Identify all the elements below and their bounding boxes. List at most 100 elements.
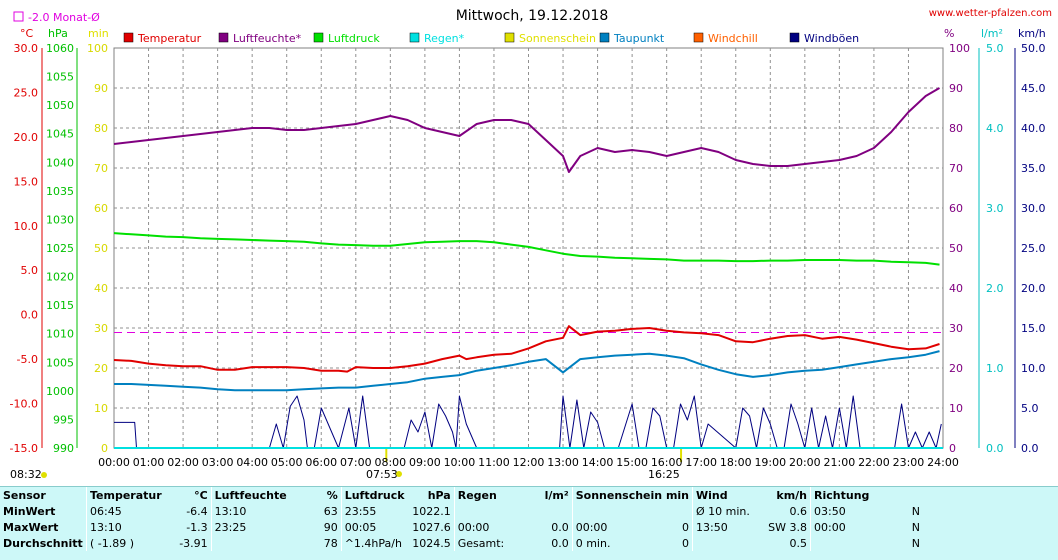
rain-tick-label: 1.0 [986, 362, 1004, 375]
rain-tick-label: 5.0 [986, 42, 1004, 55]
pressure-tick-label: 1060 [46, 42, 74, 55]
humidity-tick-label: 0 [949, 442, 956, 455]
pressure-tick-label: 1020 [46, 271, 74, 284]
pressure-tick-label: 995 [53, 413, 74, 426]
wind-tick-label: 50.0 [1021, 42, 1046, 55]
x-tick-label: 24:00 [927, 456, 959, 469]
stats-header-wind: Wind [692, 487, 760, 503]
temp-tick-label: 0.0 [21, 309, 39, 322]
stats-cell: 0 min. [571, 535, 663, 551]
stats-cell: ^1.4hPa/h [340, 535, 408, 551]
humidity-tick-label: 60 [949, 202, 963, 215]
humidity-tick-label: 80 [949, 122, 963, 135]
stats-cell: ( -1.89 ) [85, 535, 165, 551]
wind-tick-label: 5.0 [1021, 402, 1039, 415]
stats-cell: SW 3.8 [768, 520, 808, 534]
chart-title: Mittwoch, 19.12.2018 [456, 8, 609, 24]
stats-cell: 00:05 [340, 519, 408, 535]
sunrise-label: 07:53 [366, 468, 398, 481]
humidity-tick-label: 50 [949, 242, 963, 255]
legend-swatch-icon [504, 32, 515, 43]
wind-tick-label: 25.0 [1021, 242, 1046, 255]
month-avg-marker-icon [13, 11, 24, 22]
x-tick-label: 07:00 [340, 456, 372, 469]
pressure-tick-label: 1035 [46, 185, 74, 198]
sun-tick-label: 60 [94, 202, 108, 215]
stats-cell: 13:10 [85, 519, 165, 535]
stats-cell: Gesamt: [453, 535, 521, 551]
sun-unit: min [88, 27, 109, 40]
stats-cell: N [911, 504, 921, 518]
humidity-tick-label: 40 [949, 282, 963, 295]
stats-cell: 00:00 [571, 519, 663, 535]
stats-header-temp: Temperatur [85, 487, 165, 503]
legend-label: Regen* [424, 32, 465, 45]
stats-cell: 1027.6 [412, 520, 451, 534]
wind-tick-label: 35.0 [1021, 162, 1046, 175]
stats-cell: 06:45 [85, 503, 165, 519]
humidity-tick-label: 30 [949, 322, 963, 335]
x-tick-label: 18:00 [720, 456, 752, 469]
rain-tick-label: 4.0 [986, 122, 1004, 135]
statistics-panel: Sensor Temperatur °C Luftfeuchte % Luftd… [0, 486, 1058, 560]
legend-swatch-icon [123, 32, 134, 43]
temp-tick-label: 10.0 [14, 220, 39, 233]
pressure-tick-label: 1025 [46, 242, 74, 255]
legend-label: Taupunkt [613, 32, 665, 45]
legend-label: Luftfeuchte* [233, 32, 302, 45]
temp-tick-label: -5.0 [17, 353, 38, 366]
stats-header-spacer [877, 487, 923, 503]
humidity-tick-label: 10 [949, 402, 963, 415]
stats-cell: -1.3 [186, 520, 208, 534]
rain-tick-label: 2.0 [986, 282, 1004, 295]
x-tick-label: 06:00 [305, 456, 337, 469]
pressure-tick-label: 1030 [46, 213, 74, 226]
sunset-label: 16:25 [648, 468, 680, 481]
wind-tick-label: 15.0 [1021, 322, 1046, 335]
stats-cell: 13:50 [692, 519, 760, 535]
sun-tick-label: 100 [87, 42, 108, 55]
stats-header-row: Sensor Temperatur °C Luftfeuchte % Luftd… [0, 487, 923, 503]
month-avg-label: -2.0 Monat-Ø [28, 11, 100, 24]
stats-header-humidity: Luftfeuchte [210, 487, 290, 503]
sun-tick-label: 90 [94, 82, 108, 95]
pressure-tick-label: 1005 [46, 356, 74, 369]
series-line-luftdruck [113, 232, 940, 266]
temp-tick-label: -15.0 [10, 442, 38, 455]
x-tick-label: 22:00 [858, 456, 890, 469]
x-tick-label: 01:00 [133, 456, 165, 469]
start-time-label: 08:32 [10, 468, 42, 481]
stats-header-sun: Sonnenschein min [571, 487, 693, 503]
x-tick-label: 11:00 [478, 456, 510, 469]
x-tick-label: 00:00 [98, 456, 130, 469]
stats-cell: Ø 10 min. [692, 503, 760, 519]
stats-cell [210, 535, 290, 551]
x-tick-label: 10:00 [444, 456, 476, 469]
stats-cell: 1022.1 [412, 504, 451, 518]
stats-header-humidity-unit: % [326, 488, 338, 502]
pressure-tick-label: 1010 [46, 328, 74, 341]
legend-swatch-icon [789, 32, 800, 43]
pressure-unit: hPa [48, 27, 68, 40]
x-tick-label: 17:00 [685, 456, 717, 469]
pressure-tick-label: 1045 [46, 128, 74, 141]
legend-label: Windböen [804, 32, 859, 45]
stats-cell: 90 [323, 520, 338, 534]
stats-cell: 23:25 [210, 519, 290, 535]
humidity-tick-label: 20 [949, 362, 963, 375]
stats-cell: 63 [323, 504, 338, 518]
temp-tick-label: 20.0 [14, 131, 39, 144]
pressure-tick-label: 1040 [46, 156, 74, 169]
stats-cell [453, 503, 521, 519]
stats-header-direction: Richtung [810, 487, 878, 503]
rain-unit: l/m² [981, 27, 1003, 40]
stats-cell: 03:50 [810, 503, 878, 519]
x-tick-label: 08:00 [374, 456, 406, 469]
sun-tick-label: 70 [94, 162, 108, 175]
stats-cell [810, 535, 878, 551]
legend-swatch-icon [599, 32, 610, 43]
stats-cell [521, 503, 573, 519]
stats-cell: 0 [682, 536, 690, 550]
rain-tick-label: 0.0 [986, 442, 1004, 455]
legend-label: Sonnenschein [519, 32, 596, 45]
